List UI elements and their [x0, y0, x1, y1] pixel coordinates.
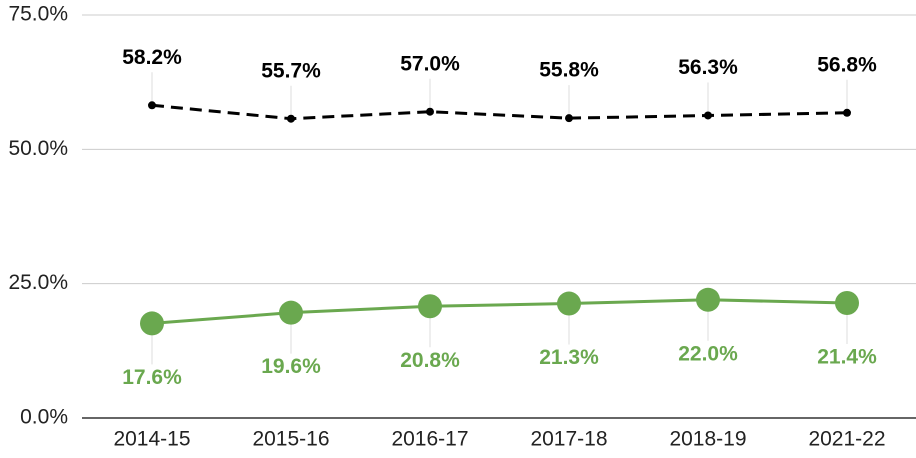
point-marker	[287, 114, 295, 123]
point-marker	[696, 287, 720, 312]
data-label: 56.3%	[678, 56, 738, 79]
point-marker	[704, 111, 712, 120]
data-label: 20.8%	[400, 349, 460, 372]
x-tick-label: 2021-22	[808, 428, 885, 451]
point-marker	[279, 300, 303, 325]
x-tick-label: 2014-15	[113, 428, 190, 451]
x-tick-label: 2015-16	[252, 428, 329, 451]
x-tick-label: 2017-18	[530, 428, 607, 451]
data-label: 55.8%	[539, 59, 599, 82]
x-tick-label: 2018-19	[669, 428, 746, 451]
data-label: 57.0%	[400, 52, 460, 75]
data-label: 58.2%	[122, 46, 182, 69]
y-tick-label: 75.0%	[8, 3, 68, 26]
series-line	[151, 103, 848, 121]
data-label: 17.6%	[122, 366, 182, 389]
point-marker	[426, 107, 434, 116]
point-marker	[843, 108, 851, 117]
data-label: 22.0%	[678, 342, 738, 365]
point-marker	[835, 291, 859, 316]
point-marker	[418, 294, 442, 319]
y-tick-label: 50.0%	[8, 137, 68, 160]
data-label: 21.4%	[817, 346, 877, 369]
data-label: 56.8%	[817, 53, 877, 76]
series-line	[151, 298, 848, 325]
y-tick-label: 0.0%	[20, 406, 68, 429]
x-tick-label: 2016-17	[391, 428, 468, 451]
data-label: 55.7%	[261, 59, 321, 82]
point-marker	[565, 114, 573, 123]
y-tick-label: 25.0%	[8, 271, 68, 294]
data-label: 19.6%	[261, 355, 321, 378]
data-label: 21.3%	[539, 346, 599, 369]
point-marker	[140, 311, 164, 336]
point-marker	[148, 101, 156, 110]
point-marker	[557, 291, 581, 316]
